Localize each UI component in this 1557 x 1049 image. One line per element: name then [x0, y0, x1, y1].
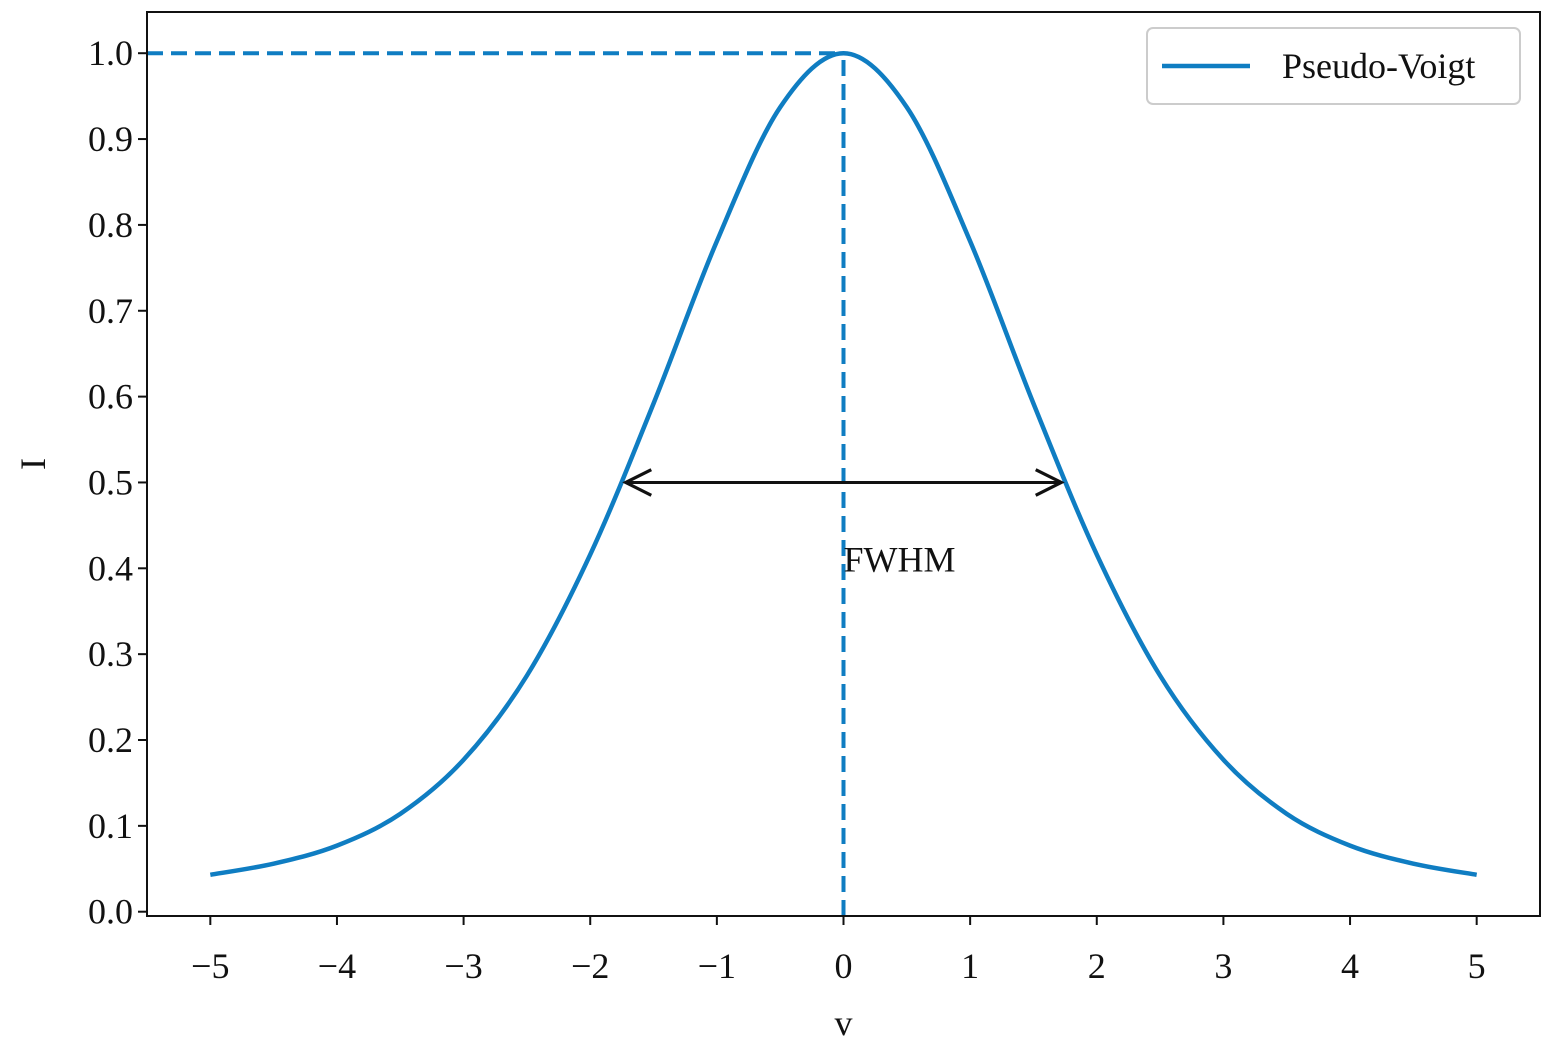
- series-line: [209, 50, 1478, 878]
- y-tick-label: 0.8: [88, 205, 133, 245]
- x-tick-label: −1: [698, 946, 736, 986]
- y-tick-label: 0.7: [88, 291, 133, 331]
- x-axis-label: v: [835, 1003, 853, 1043]
- y-tick-label: 0.6: [88, 377, 133, 417]
- x-tick-label: 0: [835, 946, 853, 986]
- x-tick-label: 4: [1341, 946, 1359, 986]
- y-tick-label: 0.1: [88, 806, 133, 846]
- y-tick-label: 0.3: [88, 634, 133, 674]
- y-tick-label: 0.9: [88, 119, 133, 159]
- x-tick-label: 2: [1088, 946, 1106, 986]
- y-tick-label: 0.5: [88, 462, 133, 502]
- legend-box: [1146, 27, 1521, 105]
- y-tick-label: 0.2: [88, 720, 133, 760]
- y-tick-label: 0.4: [88, 548, 133, 588]
- x-tick-label: 3: [1214, 946, 1232, 986]
- y-tick-label: 1.0: [88, 33, 133, 73]
- plot-frame: [146, 11, 1541, 917]
- y-tick-label: 0.0: [88, 892, 133, 932]
- annotation: FWHM: [844, 540, 956, 580]
- x-tick-label: −5: [191, 946, 229, 986]
- x-tick-label: −3: [444, 946, 482, 986]
- x-tick-label: −2: [571, 946, 609, 986]
- y-axis-label: I: [13, 458, 53, 470]
- x-tick-label: 1: [961, 946, 979, 986]
- x-tick-label: −4: [318, 946, 356, 986]
- legend-label: Pseudo-Voigt: [1282, 46, 1475, 86]
- x-tick-label: 5: [1468, 946, 1486, 986]
